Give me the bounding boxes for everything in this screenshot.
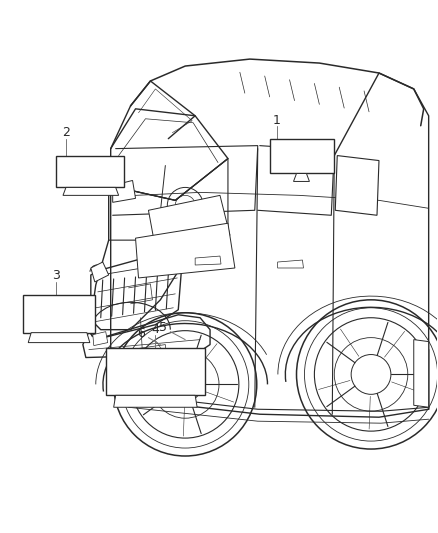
Polygon shape bbox=[91, 262, 109, 282]
Polygon shape bbox=[114, 395, 197, 407]
Text: 2: 2 bbox=[62, 126, 70, 139]
Polygon shape bbox=[113, 181, 135, 203]
Polygon shape bbox=[56, 156, 124, 188]
Text: 5: 5 bbox=[159, 321, 167, 334]
Polygon shape bbox=[106, 348, 205, 395]
Polygon shape bbox=[63, 188, 119, 196]
Text: 1: 1 bbox=[273, 114, 281, 127]
Text: 4: 4 bbox=[152, 323, 159, 336]
Text: 3: 3 bbox=[52, 270, 60, 282]
Polygon shape bbox=[93, 332, 108, 345]
Polygon shape bbox=[270, 139, 334, 173]
Text: 6: 6 bbox=[138, 327, 145, 340]
Polygon shape bbox=[293, 173, 309, 181]
Polygon shape bbox=[195, 256, 221, 265]
Polygon shape bbox=[278, 260, 304, 268]
Polygon shape bbox=[335, 156, 379, 215]
Polygon shape bbox=[23, 295, 95, 333]
Polygon shape bbox=[148, 196, 230, 248]
Polygon shape bbox=[28, 333, 90, 343]
Polygon shape bbox=[135, 223, 235, 278]
Polygon shape bbox=[414, 340, 429, 407]
